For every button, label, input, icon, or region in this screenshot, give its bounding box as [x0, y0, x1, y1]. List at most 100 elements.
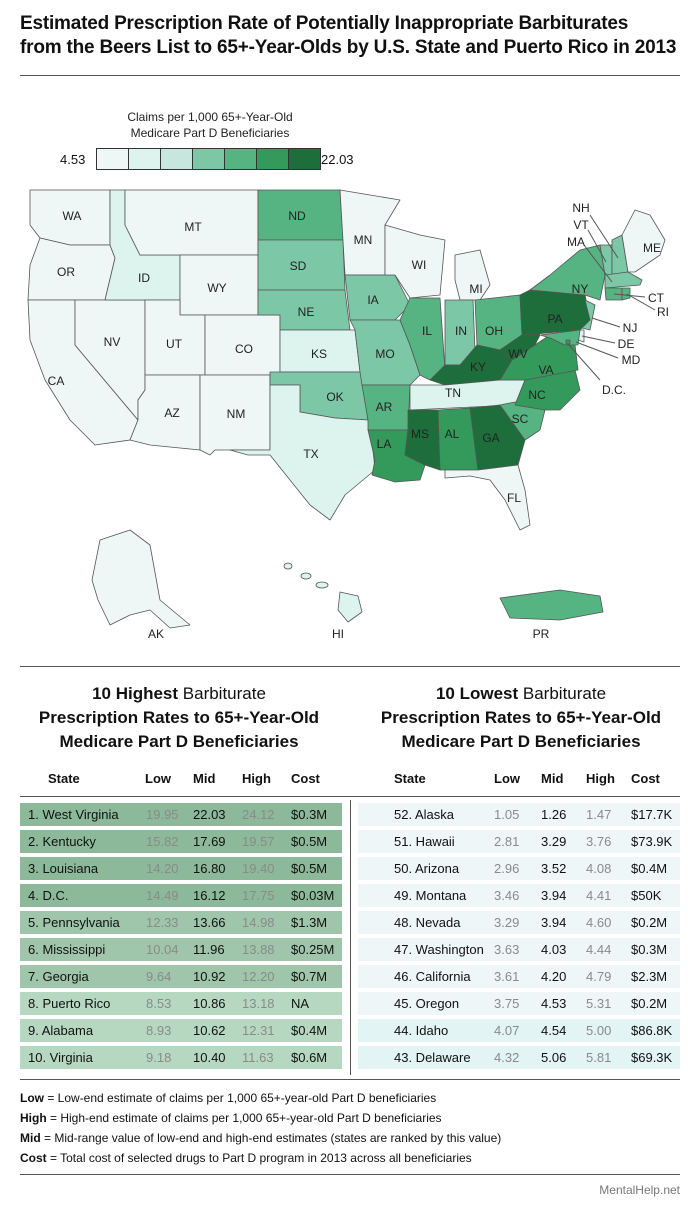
leader-VT [587, 229, 607, 263]
cell-mid: 4.54 [541, 1023, 567, 1038]
leader-DE [581, 335, 616, 344]
cell-cost: $1.3M [291, 915, 328, 930]
cell-state: 47. Washington [394, 942, 484, 957]
cell-low: 1.05 [494, 807, 520, 822]
page-title: Estimated Prescription Rate of Potential… [20, 12, 680, 60]
legend-title: Claims per 1,000 65+-Year-Old Medicare P… [90, 109, 330, 141]
cell-mid: 4.03 [541, 942, 567, 957]
table-row: 9. Alabama 8.93 10.62 12.31 $0.4M [20, 1019, 342, 1042]
cell-low: 14.20 [146, 861, 179, 876]
label-NJ: NJ [623, 321, 638, 335]
label-MN: MN [354, 233, 373, 247]
label-OH: OH [485, 324, 503, 338]
cell-mid: 1.26 [541, 807, 567, 822]
cell-cost: $0.03M [291, 888, 335, 903]
cell-state: 44. Idaho [394, 1023, 449, 1038]
cell-mid: 5.06 [541, 1050, 567, 1065]
cell-high: 5.81 [586, 1050, 612, 1065]
leader-NJ [591, 317, 621, 328]
state-HI-island-4 [283, 562, 293, 570]
table-bottom-rule [20, 1079, 680, 1080]
cell-low: 3.46 [494, 888, 520, 903]
label-ID: ID [138, 271, 150, 285]
label-WV: WV [508, 347, 527, 361]
note-high-term: High [20, 1111, 47, 1125]
note-low: Low = Low-end estimate of claims per 1,0… [20, 1088, 501, 1108]
cell-low: 14.49 [146, 888, 179, 903]
leader-DC [567, 343, 601, 381]
table-row: 48. Nevada 3.29 3.94 4.60 $0.2M [358, 911, 680, 934]
cell-high: 19.40 [242, 861, 275, 876]
cell-state: 4. D.C. [28, 888, 69, 903]
note-cost-term: Cost [20, 1151, 47, 1165]
label-DC: D.C. [602, 383, 626, 397]
label-OK: OK [326, 390, 343, 404]
cell-cost: $0.3M [291, 807, 328, 822]
legend-swatch [193, 149, 225, 169]
table-row: 51. Hawaii 2.81 3.29 3.76 $73.9K [358, 830, 680, 853]
cell-cost: $0.25M [291, 942, 335, 957]
legend-swatch [129, 149, 161, 169]
cell-mid: 22.03 [193, 807, 226, 822]
legend-swatch [225, 149, 257, 169]
cell-high: 4.79 [586, 969, 612, 984]
label-ND: ND [288, 209, 306, 223]
source-credit: MentalHelp.net [599, 1183, 680, 1197]
cell-state: 5. Pennsylvania [28, 915, 120, 930]
cell-high: 4.44 [586, 942, 612, 957]
cell-mid: 10.86 [193, 996, 226, 1011]
cell-mid: 4.53 [541, 996, 567, 1011]
title-line-2: from the Beers List to 65+-Year-Olds by … [20, 37, 677, 58]
cell-mid: 13.66 [193, 915, 226, 930]
state-IL [399, 297, 446, 381]
legend-max-value: 22.03 [321, 152, 354, 167]
highest-header-high: High [242, 771, 271, 786]
cell-cost: $73.9K [631, 834, 673, 849]
lowest-header-mid: Mid [541, 771, 564, 786]
cell-cost: $17.7K [631, 807, 673, 822]
note-low-text: = Low-end estimate of claims per 1,000 6… [44, 1091, 437, 1105]
highest-table-title: 10 Highest Barbiturate Prescription Rate… [14, 682, 344, 754]
cell-cost: $0.4M [631, 861, 668, 876]
cell-high: 17.75 [242, 888, 275, 903]
lowest-title-prefix: 10 Lowest [435, 684, 519, 703]
table-row: 44. Idaho 4.07 4.54 5.00 $86.8K [358, 1019, 680, 1042]
lowest-title-line-3: Medicare Part D Beneficiaries [401, 732, 641, 751]
cell-low: 15.82 [146, 834, 179, 849]
legend-swatch [161, 149, 193, 169]
label-MO: MO [375, 347, 394, 361]
cell-cost: $86.8K [631, 1023, 673, 1038]
label-MS: MS [411, 427, 429, 441]
state-HI-island-3 [300, 572, 312, 580]
label-AK: AK [148, 627, 164, 641]
cell-high: 12.31 [242, 1023, 275, 1038]
label-OR: OR [57, 265, 75, 279]
state-MA [604, 271, 643, 289]
cell-state: 51. Hawaii [394, 834, 455, 849]
cell-mid: 3.94 [541, 915, 567, 930]
cell-low: 9.18 [146, 1050, 172, 1065]
table-row: 4. D.C. 14.49 16.12 17.75 $0.03M [20, 884, 342, 907]
label-MI: MI [469, 282, 482, 296]
label-TX: TX [303, 447, 318, 461]
cell-high: 4.60 [586, 915, 612, 930]
label-WI: WI [412, 258, 427, 272]
leader-MD [575, 341, 619, 359]
label-LA: LA [377, 437, 392, 451]
label-KY: KY [470, 360, 486, 374]
table-row: 6. Mississippi 10.04 11.96 13.88 $0.25M [20, 938, 342, 961]
cell-state: 45. Oregon [394, 996, 460, 1011]
cell-state: 48. Nevada [394, 915, 461, 930]
cell-state: 1. West Virginia [28, 807, 119, 822]
cell-mid: 3.94 [541, 888, 567, 903]
cell-low: 19.95 [146, 807, 179, 822]
cell-low: 3.61 [494, 969, 520, 984]
table-row: 10. Virginia 9.18 10.40 11.63 $0.6M [20, 1046, 342, 1069]
state-SC [499, 401, 546, 441]
note-mid: Mid = Mid-range value of low-end and hig… [20, 1128, 501, 1148]
note-high-text: = High-end estimate of claims per 1,000 … [46, 1111, 442, 1125]
state-WI [384, 224, 446, 299]
cell-low: 2.96 [494, 861, 520, 876]
label-IA: IA [367, 293, 378, 307]
state-ME [621, 209, 666, 273]
